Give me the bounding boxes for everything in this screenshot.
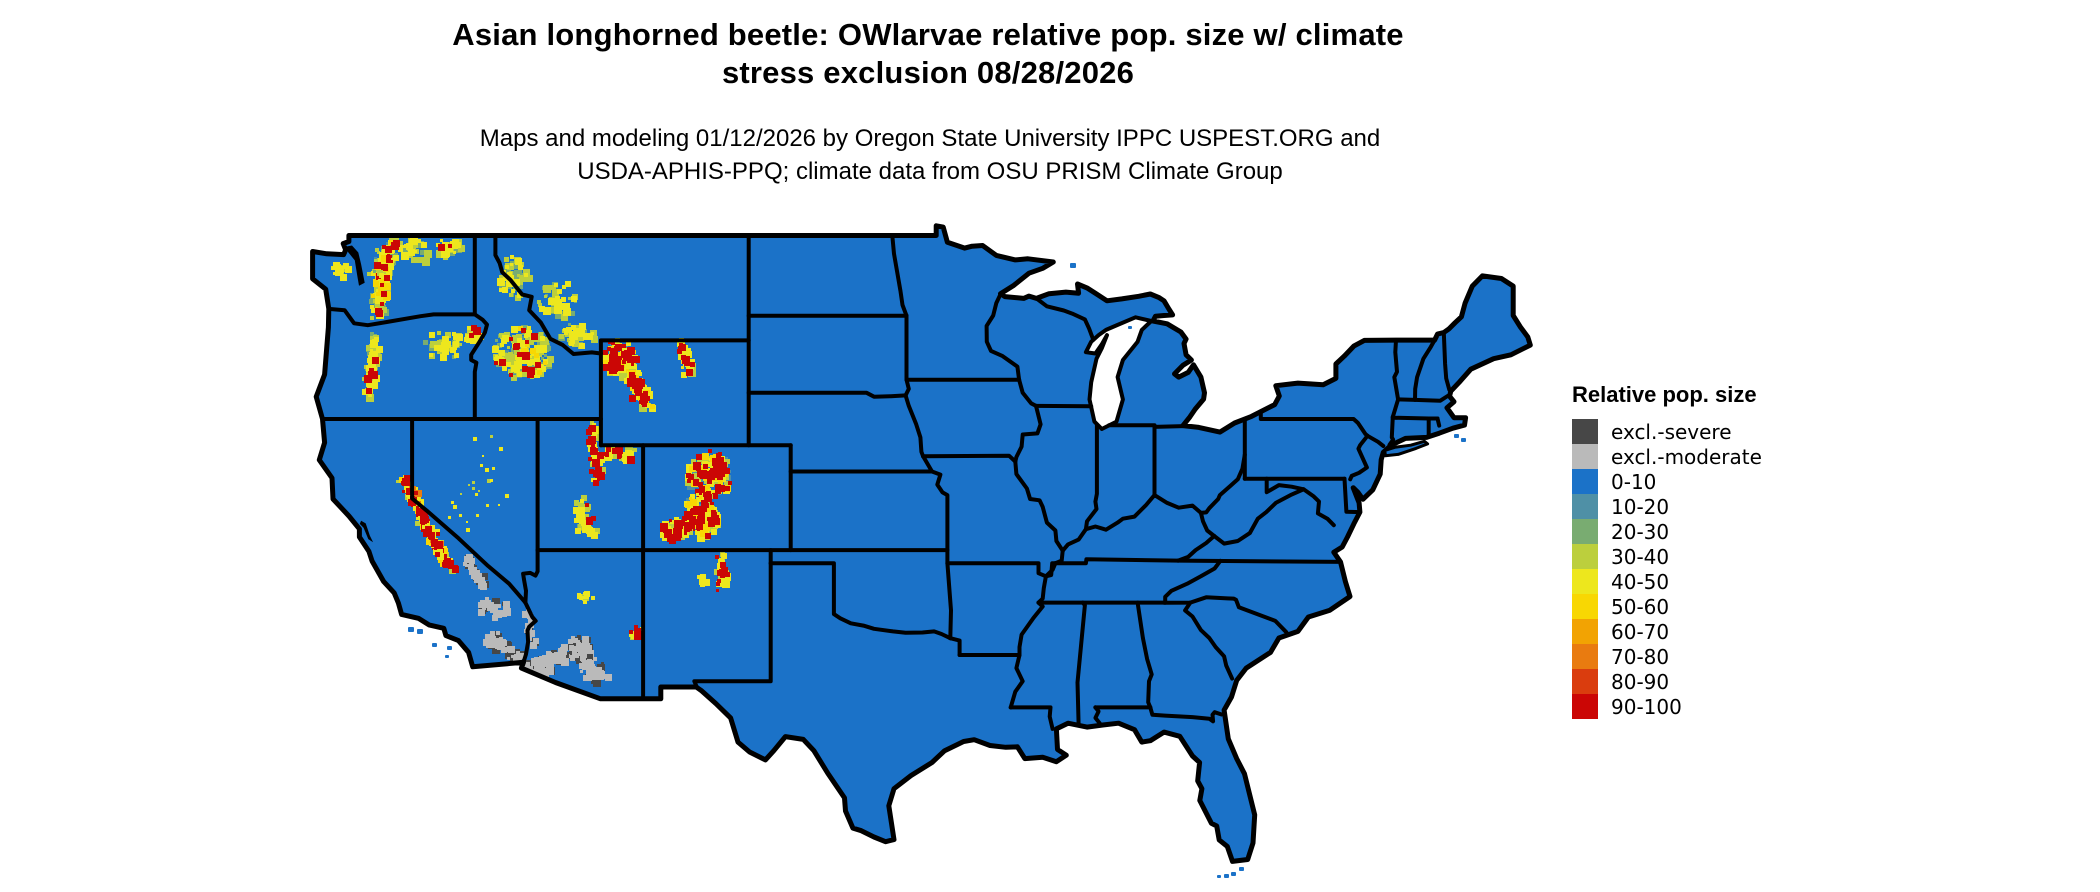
state-borders	[320, 233, 1452, 731]
legend-item: 0-10	[1572, 469, 1762, 494]
legend-label: 60-70	[1611, 619, 1670, 644]
legend-label: 80-90	[1611, 669, 1670, 694]
legend-swatch-60-70	[1572, 619, 1598, 644]
coastal-islands	[408, 263, 1466, 878]
legend-swatch-40-50	[1572, 569, 1598, 594]
legend-swatch-90-100	[1572, 694, 1598, 719]
legend-item: excl.-moderate	[1572, 444, 1762, 469]
legend-item: 30-40	[1572, 544, 1762, 569]
map-title-line2: stress exclusion 08/28/2026	[721, 55, 1135, 90]
legend-swatch-0-10	[1572, 469, 1598, 494]
legend-label: 90-100	[1611, 694, 1682, 719]
legend-label: excl.-moderate	[1611, 444, 1762, 469]
legend-item: 10-20	[1572, 494, 1762, 519]
san-francisco-bay	[359, 520, 374, 543]
legend-swatch-30-40	[1572, 544, 1598, 569]
legend-item: 60-70	[1572, 619, 1762, 644]
map-subtitle-line2: USDA-APHIS-PPQ; climate data from OSU PR…	[577, 158, 1283, 185]
legend-item: 50-60	[1572, 594, 1762, 619]
us-landmass	[312, 225, 1531, 862]
legend-swatch-excl-severe	[1572, 419, 1598, 444]
legend-label: 50-60	[1611, 594, 1670, 619]
map-subtitle-line1: Maps and modeling 01/12/2026 by Oregon S…	[479, 125, 1381, 152]
legend-swatch-70-80	[1572, 644, 1598, 669]
legend-swatch-10-20	[1572, 494, 1598, 519]
legend-label: 0-10	[1611, 469, 1657, 494]
legend-swatch-80-90	[1572, 669, 1598, 694]
legend-swatch-50-60	[1572, 594, 1598, 619]
lake-michigan	[1083, 315, 1154, 431]
legend-item: 80-90	[1572, 669, 1762, 694]
legend-label: 10-20	[1611, 494, 1670, 519]
population-raster-layer	[331, 231, 732, 687]
national-outline	[310, 223, 1533, 864]
long-island	[1383, 439, 1430, 458]
puget-sound	[346, 245, 365, 286]
legend-item: 90-100	[1572, 694, 1762, 719]
legend-item: 40-50	[1572, 569, 1762, 594]
map-title-line1: Asian longhorned beetle: OWlarvae relati…	[452, 17, 1404, 52]
map-subtitle: Maps and modeling 01/12/2026 by Oregon S…	[0, 122, 1860, 188]
legend-label: excl.-severe	[1611, 419, 1732, 444]
legend-label: 70-80	[1611, 644, 1670, 669]
legend-item: excl.-severe	[1572, 419, 1762, 444]
legend-label: 20-30	[1611, 519, 1670, 544]
legend-label: 40-50	[1611, 569, 1670, 594]
legend-item: 20-30	[1572, 519, 1762, 544]
legend-label: 30-40	[1611, 544, 1670, 569]
legend: Relative pop. size excl.-severe excl.-mo…	[1572, 382, 1762, 719]
legend-swatch-20-30	[1572, 519, 1598, 544]
legend-swatch-excl-moderate	[1572, 444, 1598, 469]
legend-item: 70-80	[1572, 644, 1762, 669]
legend-title: Relative pop. size	[1572, 382, 1757, 407]
map-title: Asian longhorned beetle: OWlarvae relati…	[0, 16, 1856, 92]
